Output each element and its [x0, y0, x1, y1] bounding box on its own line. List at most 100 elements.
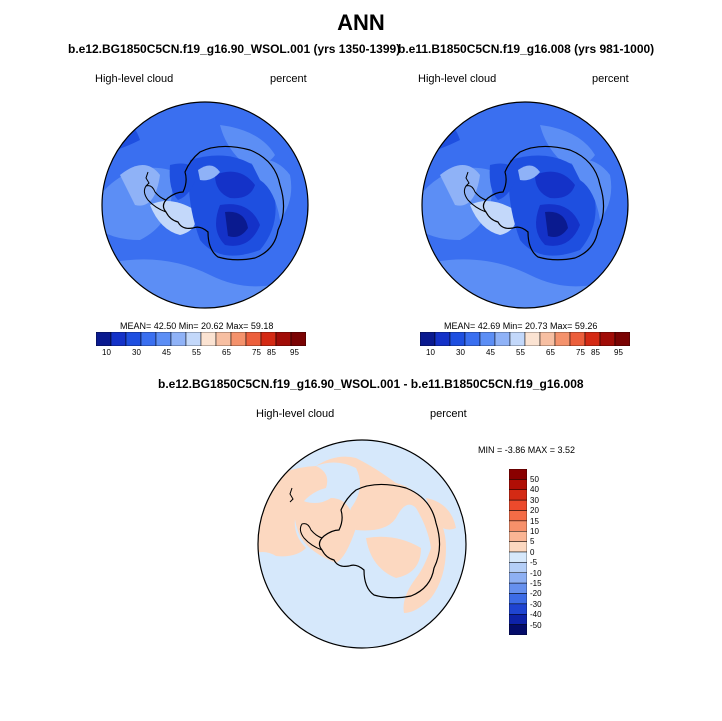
- map-border: [421, 101, 629, 309]
- page-title: ANN: [337, 10, 385, 35]
- diff-colorbar-tick: 0: [530, 548, 535, 557]
- diff-field-positive: [316, 456, 446, 613]
- diff-colorbar-swatch: [509, 541, 527, 553]
- south-america-tip: [465, 171, 470, 187]
- colorbar-swatch: [539, 332, 556, 346]
- diff-colorbar-swatch: [509, 469, 527, 480]
- cloud-field-band: [250, 159, 292, 220]
- colorbar-tick: 65: [222, 348, 231, 357]
- diff-colorbar-swatch: [509, 614, 527, 625]
- colorbar-swatch: [230, 332, 247, 346]
- colorbar-swatch: [569, 332, 586, 346]
- panel-right-variable: High-level cloud: [418, 73, 497, 85]
- south-america-tip: [289, 487, 294, 503]
- colorbar-swatch: [245, 332, 262, 346]
- colorbar-tick: 45: [486, 348, 495, 357]
- cloud-field-band: [120, 165, 160, 206]
- cloud-field-band: [225, 211, 248, 237]
- diff-colorbar-tick: -50: [530, 621, 542, 630]
- diff-colorbar-swatch: [509, 593, 527, 605]
- diff-colorbar-tick: -20: [530, 589, 542, 598]
- colorbar-tick: 10: [426, 348, 435, 357]
- panel-right-colorbar-ticks: 10 30 45 55 65 75 85 95: [420, 348, 630, 360]
- colorbar-tick: 75: [576, 348, 585, 357]
- colorbar-swatch: [290, 332, 306, 346]
- cloud-field-band: [545, 211, 568, 237]
- diff-colorbar-tick: 50: [530, 475, 539, 484]
- panel-right-colorbar: [420, 332, 630, 346]
- colorbar-swatch: [215, 332, 232, 346]
- diff-colorbar-tick: 10: [530, 527, 539, 536]
- cloud-field-band: [150, 201, 196, 235]
- colorbar-tick: 30: [456, 348, 465, 357]
- diff-colorbar-tick: 15: [530, 517, 539, 526]
- colorbar-tick: 85: [267, 348, 276, 357]
- colorbar-swatch: [260, 332, 277, 346]
- colorbar-tick: 10: [102, 348, 111, 357]
- colorbar-tick: 75: [252, 348, 261, 357]
- panel-left-map: [101, 101, 309, 309]
- diff-colorbar-swatch: [509, 603, 527, 615]
- diff-field-positive: [294, 498, 356, 563]
- colorbar-swatch: [420, 332, 436, 346]
- colorbar-tick: 30: [132, 348, 141, 357]
- diff-map: [257, 439, 467, 649]
- cloud-field-band: [535, 171, 575, 199]
- colorbar-swatch: [479, 332, 496, 346]
- diff-colorbar-tick: 5: [530, 537, 535, 546]
- panel-right-units: percent: [592, 73, 629, 85]
- diff-colorbar-swatch: [509, 551, 527, 563]
- colorbar-swatch: [200, 332, 217, 346]
- colorbar-swatch: [509, 332, 526, 346]
- colorbar-swatch: [155, 332, 172, 346]
- panel-left-colorbar: [96, 332, 306, 346]
- diff-field-positive: [426, 498, 456, 530]
- colorbar-swatch: [170, 332, 187, 346]
- diff-case-title: b.e12.BG1850C5CN.f19_g16.90_WSOL.001 - b…: [158, 377, 584, 391]
- diff-colorbar-swatch: [509, 520, 527, 532]
- antarctica-coastline: [162, 145, 285, 261]
- south-america-tip: [145, 171, 150, 187]
- diff-colorbar-tick: -5: [530, 558, 538, 567]
- colorbar-swatch: [434, 332, 451, 346]
- panel-left-case-title: b.e12.BG1850C5CN.f19_g16.90_WSOL.001 (yr…: [68, 42, 401, 56]
- colorbar-tick: 55: [192, 348, 201, 357]
- cloud-field-band: [198, 165, 220, 181]
- colorbar-swatch: [140, 332, 157, 346]
- diff-stats: MIN = -3.86 MAX = 3.52: [478, 445, 576, 455]
- panel-left-units: percent: [270, 73, 307, 85]
- colorbar-tick: 65: [546, 348, 555, 357]
- antarctica-coastline: [482, 145, 605, 261]
- cloud-field-band: [489, 163, 518, 200]
- diff-colorbar-tick: 30: [530, 496, 539, 505]
- panel-left-colorbar-ticks: 10 30 45 55 65 75 85 95: [96, 348, 306, 360]
- diff-colorbar-ticks: 50 40 30 20 15 10 5 0 -5 -10 -15 -20 -30…: [530, 469, 560, 635]
- colorbar-swatch: [449, 332, 466, 346]
- diff-colorbar-swatch: [509, 499, 527, 511]
- peninsula-coastline: [299, 523, 323, 551]
- colorbar-swatch: [275, 332, 292, 346]
- colorbar-swatch: [614, 332, 630, 346]
- diff-colorbar-tick: -15: [530, 579, 542, 588]
- colorbar-tick: 95: [614, 348, 623, 357]
- colorbar-swatch: [110, 332, 127, 346]
- antarctica-coastline: [318, 483, 441, 599]
- diff-colorbar-tick: -30: [530, 600, 542, 609]
- cloud-field-band: [215, 171, 255, 199]
- colorbar-tick: 95: [290, 348, 299, 357]
- diff-colorbar-swatch: [509, 531, 527, 542]
- diff-field-positive: [366, 536, 421, 578]
- panel-right-case-title: b.e11.B1850C5CN.f19_g16.008 (yrs 981-100…: [398, 42, 655, 56]
- colorbar-swatch: [494, 332, 511, 346]
- colorbar-swatch: [96, 332, 112, 346]
- map-border: [101, 101, 309, 309]
- cloud-field-band: [540, 125, 595, 164]
- cloud-field-band: [440, 165, 480, 206]
- diff-colorbar-swatch: [509, 489, 527, 501]
- diff-colorbar-swatch: [509, 562, 527, 574]
- panel-left-stats: MEAN= 42.50 Min= 20.62 Max= 59.18: [120, 321, 274, 331]
- diff-colorbar-swatch: [509, 479, 527, 491]
- colorbar-swatch: [464, 332, 481, 346]
- panel-left-variable: High-level cloud: [95, 73, 174, 85]
